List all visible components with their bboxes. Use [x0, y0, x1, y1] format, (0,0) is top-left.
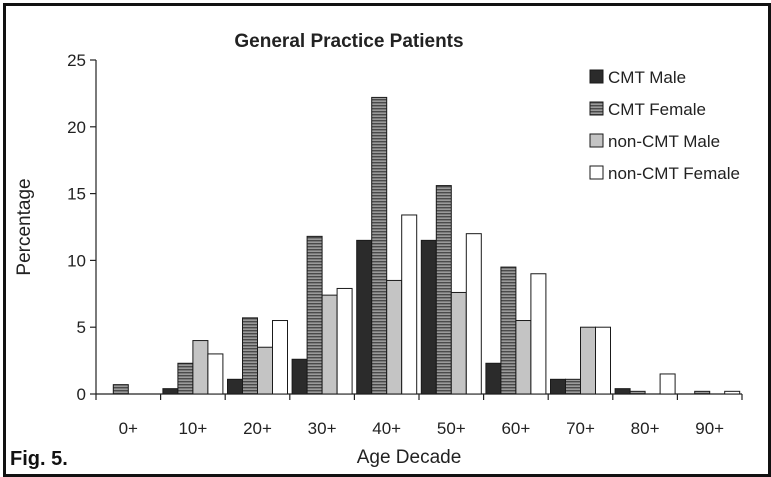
bar-non-cmt-male [257, 346, 273, 395]
x-axis-label: Age Decade [357, 447, 462, 468]
y-tick-label: 0 [77, 385, 86, 404]
bar-non-cmt-male [450, 291, 467, 395]
y-tick-label: 5 [77, 318, 86, 337]
bar-cmt-male [162, 388, 179, 395]
bar-cmt-female [371, 96, 388, 395]
x-tick-label: 20+ [243, 419, 272, 438]
x-tick-label: 80+ [631, 419, 660, 438]
bar-cmt-female [565, 378, 581, 395]
legend-swatch-non-cmt-male [589, 133, 604, 148]
bar-non-cmt-female [595, 326, 611, 395]
bar-cmt-female [112, 384, 129, 395]
bar-non-cmt-female [207, 353, 224, 395]
figure-label: Fig. 5. [10, 448, 68, 470]
bar-cmt-male [227, 378, 243, 395]
bar-cmt-male [291, 358, 308, 395]
bar-non-cmt-male [580, 326, 596, 395]
bar-cmt-female [629, 390, 646, 395]
bar-chart: General Practice Patients Percentage Age… [10, 31, 743, 470]
chart-title: General Practice Patients [234, 31, 463, 52]
bar-non-cmt-female [272, 320, 288, 395]
figure-frame: General Practice Patients Percentage Age… [3, 3, 771, 477]
axes: 0 5 10 15 20 25 0+ 10+ 20+ 30+ 40+ 50+ 60+ 70+ 80+ 90+ [67, 51, 743, 438]
legend-swatch-cmt-female [589, 101, 604, 116]
x-tick-label: 60+ [501, 419, 530, 438]
bar-cmt-male [420, 239, 437, 395]
x-tick-label: 90+ [695, 419, 724, 438]
bar-cmt-male [550, 378, 566, 395]
bar-cmt-male [485, 362, 502, 395]
bars [112, 96, 741, 395]
legend: CMT Male CMT Female non-CMT Male non-CMT Fe… [589, 68, 740, 183]
bar-cmt-female [694, 390, 711, 395]
y-tick-label: 10 [67, 251, 86, 270]
bar-cmt-male [356, 239, 373, 395]
legend-label-non-cmt-male: non-CMT Male [608, 132, 720, 151]
x-tick-label: 0+ [119, 419, 138, 438]
bar-non-cmt-female [465, 233, 482, 395]
bar-non-cmt-male [515, 320, 532, 395]
bar-cmt-female [177, 362, 194, 395]
legend-label-cmt-female: CMT Female [608, 100, 706, 119]
y-tick-label: 20 [67, 118, 86, 137]
bar-non-cmt-male [386, 279, 403, 395]
legend-swatch-non-cmt-female [589, 165, 604, 180]
bar-non-cmt-female [530, 273, 547, 395]
bar-cmt-female [435, 185, 452, 395]
legend-swatch-cmt-male [589, 69, 604, 84]
x-tick-label: 50+ [437, 419, 466, 438]
y-tick-label: 25 [67, 51, 86, 70]
y-axis-label: Percentage [14, 178, 35, 275]
y-tick-label: 15 [67, 185, 86, 204]
bar-cmt-male [614, 388, 631, 395]
bar-non-cmt-male [192, 340, 209, 395]
bar-non-cmt-female [401, 214, 418, 395]
x-tick-label: 30+ [308, 419, 337, 438]
x-tick-label: 40+ [372, 419, 401, 438]
bar-non-cmt-female [336, 287, 353, 395]
legend-label-non-cmt-female: non-CMT Female [608, 164, 740, 183]
x-tick-label: 10+ [178, 419, 207, 438]
bar-cmt-female [500, 266, 517, 395]
x-tick-label: 70+ [566, 419, 595, 438]
bar-non-cmt-female [659, 373, 676, 395]
bar-non-cmt-female [724, 390, 741, 395]
bar-cmt-female [242, 317, 258, 395]
bar-non-cmt-male [321, 294, 338, 395]
legend-label-cmt-male: CMT Male [608, 68, 686, 87]
bar-cmt-female [306, 235, 323, 395]
